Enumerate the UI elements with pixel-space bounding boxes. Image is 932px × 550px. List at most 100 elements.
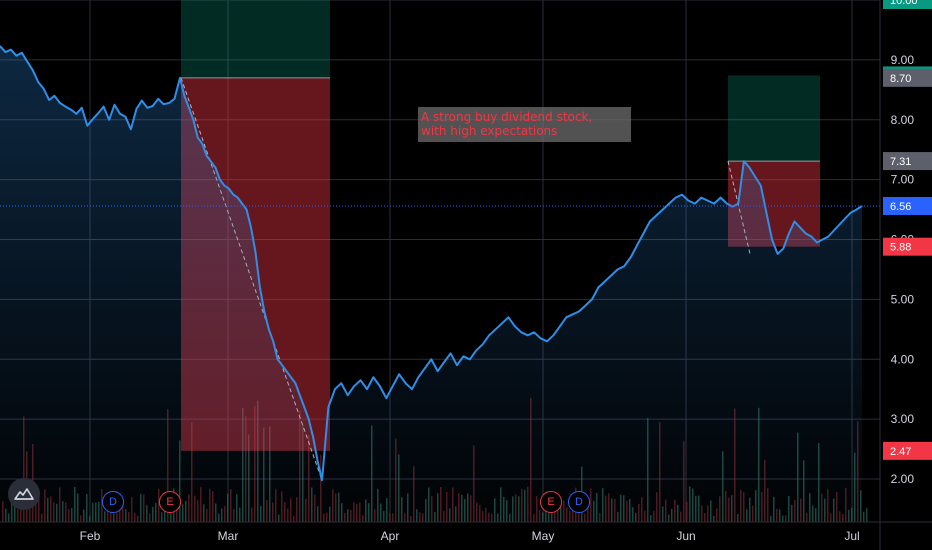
price-point [737, 203, 739, 205]
price-point [146, 107, 148, 109]
price-point [591, 298, 593, 300]
y-tick-label: 4.00 [891, 352, 915, 366]
price-point [254, 250, 256, 252]
price-point [228, 188, 230, 190]
price-point [765, 212, 767, 214]
x-tick-label: Jul [844, 529, 859, 543]
price-tag-bg [883, 0, 932, 9]
price-point [215, 167, 216, 169]
price-point [277, 358, 279, 360]
price-point [662, 209, 664, 211]
price-tag-label: 7.31 [890, 156, 911, 168]
price-tag: 2.47 [883, 441, 932, 460]
price-point [0, 45, 1, 47]
price-series [0, 45, 880, 522]
price-point [610, 274, 612, 276]
price-point [540, 337, 542, 339]
price-point [392, 385, 394, 387]
price-tag-label: 10.00 [890, 0, 918, 7]
price-point [642, 233, 644, 235]
price-point [303, 406, 305, 408]
price-point [32, 69, 34, 71]
price-point [726, 203, 728, 205]
price-point [92, 118, 94, 120]
price-point [10, 49, 12, 51]
x-tick-label: Mar [218, 529, 239, 543]
tradingview-logo[interactable] [8, 478, 40, 510]
dividend-marker[interactable]: D [568, 491, 590, 513]
price-point [321, 479, 323, 481]
price-tag-bg [883, 68, 932, 87]
price-point [135, 108, 137, 110]
price-point [417, 376, 419, 378]
price-point [450, 352, 452, 354]
price-tag-bg [883, 152, 932, 171]
price-point [604, 280, 606, 282]
price-point [197, 137, 199, 139]
price-point [443, 361, 445, 363]
mountain-icon [14, 488, 34, 500]
x-tick-label: Jun [676, 529, 695, 543]
price-tag: 10.00 [883, 0, 932, 9]
price-point [424, 367, 426, 369]
price-point [501, 322, 503, 324]
price-point [707, 200, 709, 202]
price-point [334, 388, 336, 390]
price-point [720, 197, 722, 199]
price-point [760, 185, 762, 187]
price-point [771, 239, 773, 240]
price-point [585, 304, 587, 306]
price-point [353, 385, 355, 387]
earnings-marker[interactable]: E [159, 491, 181, 513]
price-point [64, 106, 66, 108]
price-point [188, 107, 190, 109]
price-tag-bg [883, 196, 932, 215]
price-point [681, 194, 683, 196]
price-point [124, 116, 126, 118]
x-tick-label: Feb [80, 529, 101, 543]
volume-bar [866, 508, 868, 522]
price-point [430, 358, 432, 360]
price-point [649, 221, 651, 223]
price-point [43, 88, 45, 90]
price-point [578, 310, 580, 312]
price-point [308, 418, 310, 420]
price-point [546, 340, 548, 342]
price-point [398, 373, 400, 375]
price-point [327, 406, 329, 408]
price-point [572, 313, 574, 315]
price-point [475, 349, 477, 351]
target-zone[interactable] [728, 75, 820, 162]
price-point [700, 197, 702, 199]
price-point [533, 331, 535, 333]
price-point [37, 81, 39, 83]
price-point [201, 143, 203, 145]
price-point [754, 176, 756, 178]
chart-annotation[interactable]: A strong buy dividend stock, with high e… [418, 107, 631, 142]
price-point [520, 331, 522, 333]
price-point [822, 239, 824, 240]
dividend-marker[interactable]: D [102, 491, 124, 513]
price-point [75, 113, 77, 115]
price-point [617, 268, 619, 270]
y-tick-label: 2.00 [891, 472, 915, 486]
price-tag-bg [883, 237, 932, 256]
price-point [833, 230, 835, 232]
y-tick-label: 5.00 [891, 292, 915, 306]
price-point [152, 105, 154, 107]
price-tag-label: 6.56 [890, 201, 911, 213]
price-point [48, 99, 50, 101]
price-point [495, 328, 497, 330]
price-point [290, 376, 292, 378]
price-point [488, 334, 490, 336]
price-point [850, 212, 852, 214]
y-tick-label: 3.00 [891, 412, 915, 426]
price-point [687, 200, 689, 202]
price-point [157, 98, 159, 100]
earnings-marker[interactable]: E [540, 491, 562, 513]
price-point [26, 61, 28, 63]
price-area [0, 46, 862, 522]
stop-zone[interactable] [181, 0, 330, 78]
price-point [462, 355, 464, 357]
